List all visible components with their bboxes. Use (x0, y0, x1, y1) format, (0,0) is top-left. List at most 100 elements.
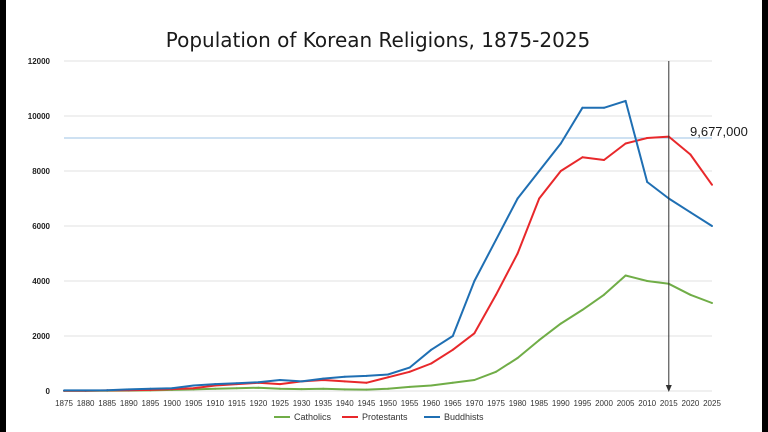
data-point (581, 308, 584, 311)
data-point (689, 293, 692, 296)
x-tick-label: 1985 (530, 399, 548, 408)
x-tick-label: 2010 (638, 399, 656, 408)
data-point (279, 387, 281, 390)
chart: Population of Korean Religions, 1875-202… (28, 28, 748, 422)
x-tick-label: 1980 (509, 399, 527, 408)
chart-title: Population of Korean Religions, 1875-202… (166, 28, 591, 52)
x-tick-label: 1895 (142, 399, 160, 408)
data-point (473, 379, 476, 381)
annotation-label: 9,677,000 (690, 124, 748, 139)
data-point (603, 293, 605, 296)
data-point (365, 388, 368, 391)
data-point (387, 373, 389, 376)
x-tick-label: 1890 (120, 399, 138, 408)
x-tick-label: 1925 (271, 399, 289, 408)
data-point (473, 280, 476, 282)
data-point (581, 156, 584, 159)
x-tick-label: 1885 (98, 399, 116, 408)
data-point (451, 381, 454, 384)
x-axis-ticks: 1875 1880 1885 1890 1895 1900 1905 1910 1915 1920… (55, 399, 721, 408)
legend-label: Buddhists (444, 412, 484, 422)
data-point (257, 381, 260, 384)
series-buddhists (63, 99, 713, 392)
legend-item-buddhists: Buddhists (424, 412, 484, 422)
data-point (711, 183, 713, 186)
data-point (495, 238, 497, 241)
y-tick-label: 12000 (28, 57, 51, 66)
legend-label: Catholics (294, 412, 332, 422)
data-point (214, 383, 217, 386)
data-point (538, 339, 541, 342)
data-point (214, 387, 217, 390)
legend-label: Protestants (362, 412, 408, 422)
marker-layer (665, 61, 672, 392)
x-tick-label: 2025 (703, 399, 721, 408)
series-protestants (63, 135, 713, 392)
data-point (516, 357, 519, 359)
x-tick-label: 2005 (617, 399, 635, 408)
data-point (495, 370, 497, 373)
data-point (689, 211, 692, 214)
x-tick-label: 1945 (358, 399, 376, 408)
y-tick-label: 8000 (32, 167, 50, 176)
series-layer (63, 99, 713, 392)
data-point (646, 280, 649, 282)
x-tick-label: 1970 (466, 399, 484, 408)
data-point (192, 384, 195, 387)
data-point (408, 370, 411, 373)
data-point (538, 197, 541, 200)
x-tick-label: 1920 (250, 399, 268, 408)
data-point (343, 388, 346, 391)
x-tick-label: 2000 (595, 399, 613, 408)
x-tick-label: 1910 (206, 399, 224, 408)
y-tick-label: 0 (46, 387, 51, 396)
data-point (689, 153, 692, 156)
data-point (300, 380, 303, 383)
data-point (451, 348, 454, 351)
y-axis-ticks: 0 2000 4000 6000 8000 10000 12000 (28, 57, 51, 396)
x-tick-label: 1915 (228, 399, 246, 408)
data-point (365, 381, 368, 384)
x-tick-label: 1880 (77, 399, 95, 408)
data-point (322, 377, 325, 380)
legend: Catholics Protestants Buddhists (274, 412, 484, 422)
data-point (646, 181, 649, 183)
data-point (235, 382, 238, 385)
data-point (711, 225, 713, 227)
data-point (559, 170, 562, 172)
data-point (127, 388, 130, 391)
legend-item-catholics: Catholics (274, 412, 332, 422)
x-tick-label: 1905 (185, 399, 203, 408)
x-tick-label: 1950 (379, 399, 397, 408)
data-point (322, 387, 325, 390)
slide: Population of Korean Religions, 1875-202… (6, 0, 762, 432)
data-point (279, 379, 281, 381)
y-tick-label: 10000 (28, 112, 51, 121)
data-point (711, 302, 713, 304)
x-tick-label: 1955 (401, 399, 419, 408)
data-point (106, 389, 109, 392)
x-tick-label: 1995 (574, 399, 592, 408)
y-tick-label: 6000 (32, 222, 50, 231)
data-point (343, 375, 346, 378)
x-tick-label: 1960 (422, 399, 440, 408)
data-point (581, 106, 584, 109)
x-tick-label: 1965 (444, 399, 462, 408)
data-point (192, 387, 195, 390)
x-tick-label: 1875 (55, 399, 73, 408)
data-point (451, 335, 454, 337)
data-point (559, 142, 562, 145)
x-tick-label: 2020 (682, 399, 700, 408)
data-point (387, 387, 389, 390)
data-point (430, 384, 433, 387)
data-point (171, 387, 173, 390)
data-point (300, 388, 303, 391)
data-point (516, 197, 519, 200)
x-tick-label: 1930 (293, 399, 311, 408)
data-point (408, 385, 411, 388)
data-point (603, 106, 605, 109)
data-point (279, 383, 281, 386)
data-point (624, 99, 627, 102)
x-tick-label: 1900 (163, 399, 181, 408)
x-tick-label: 1935 (314, 399, 332, 408)
